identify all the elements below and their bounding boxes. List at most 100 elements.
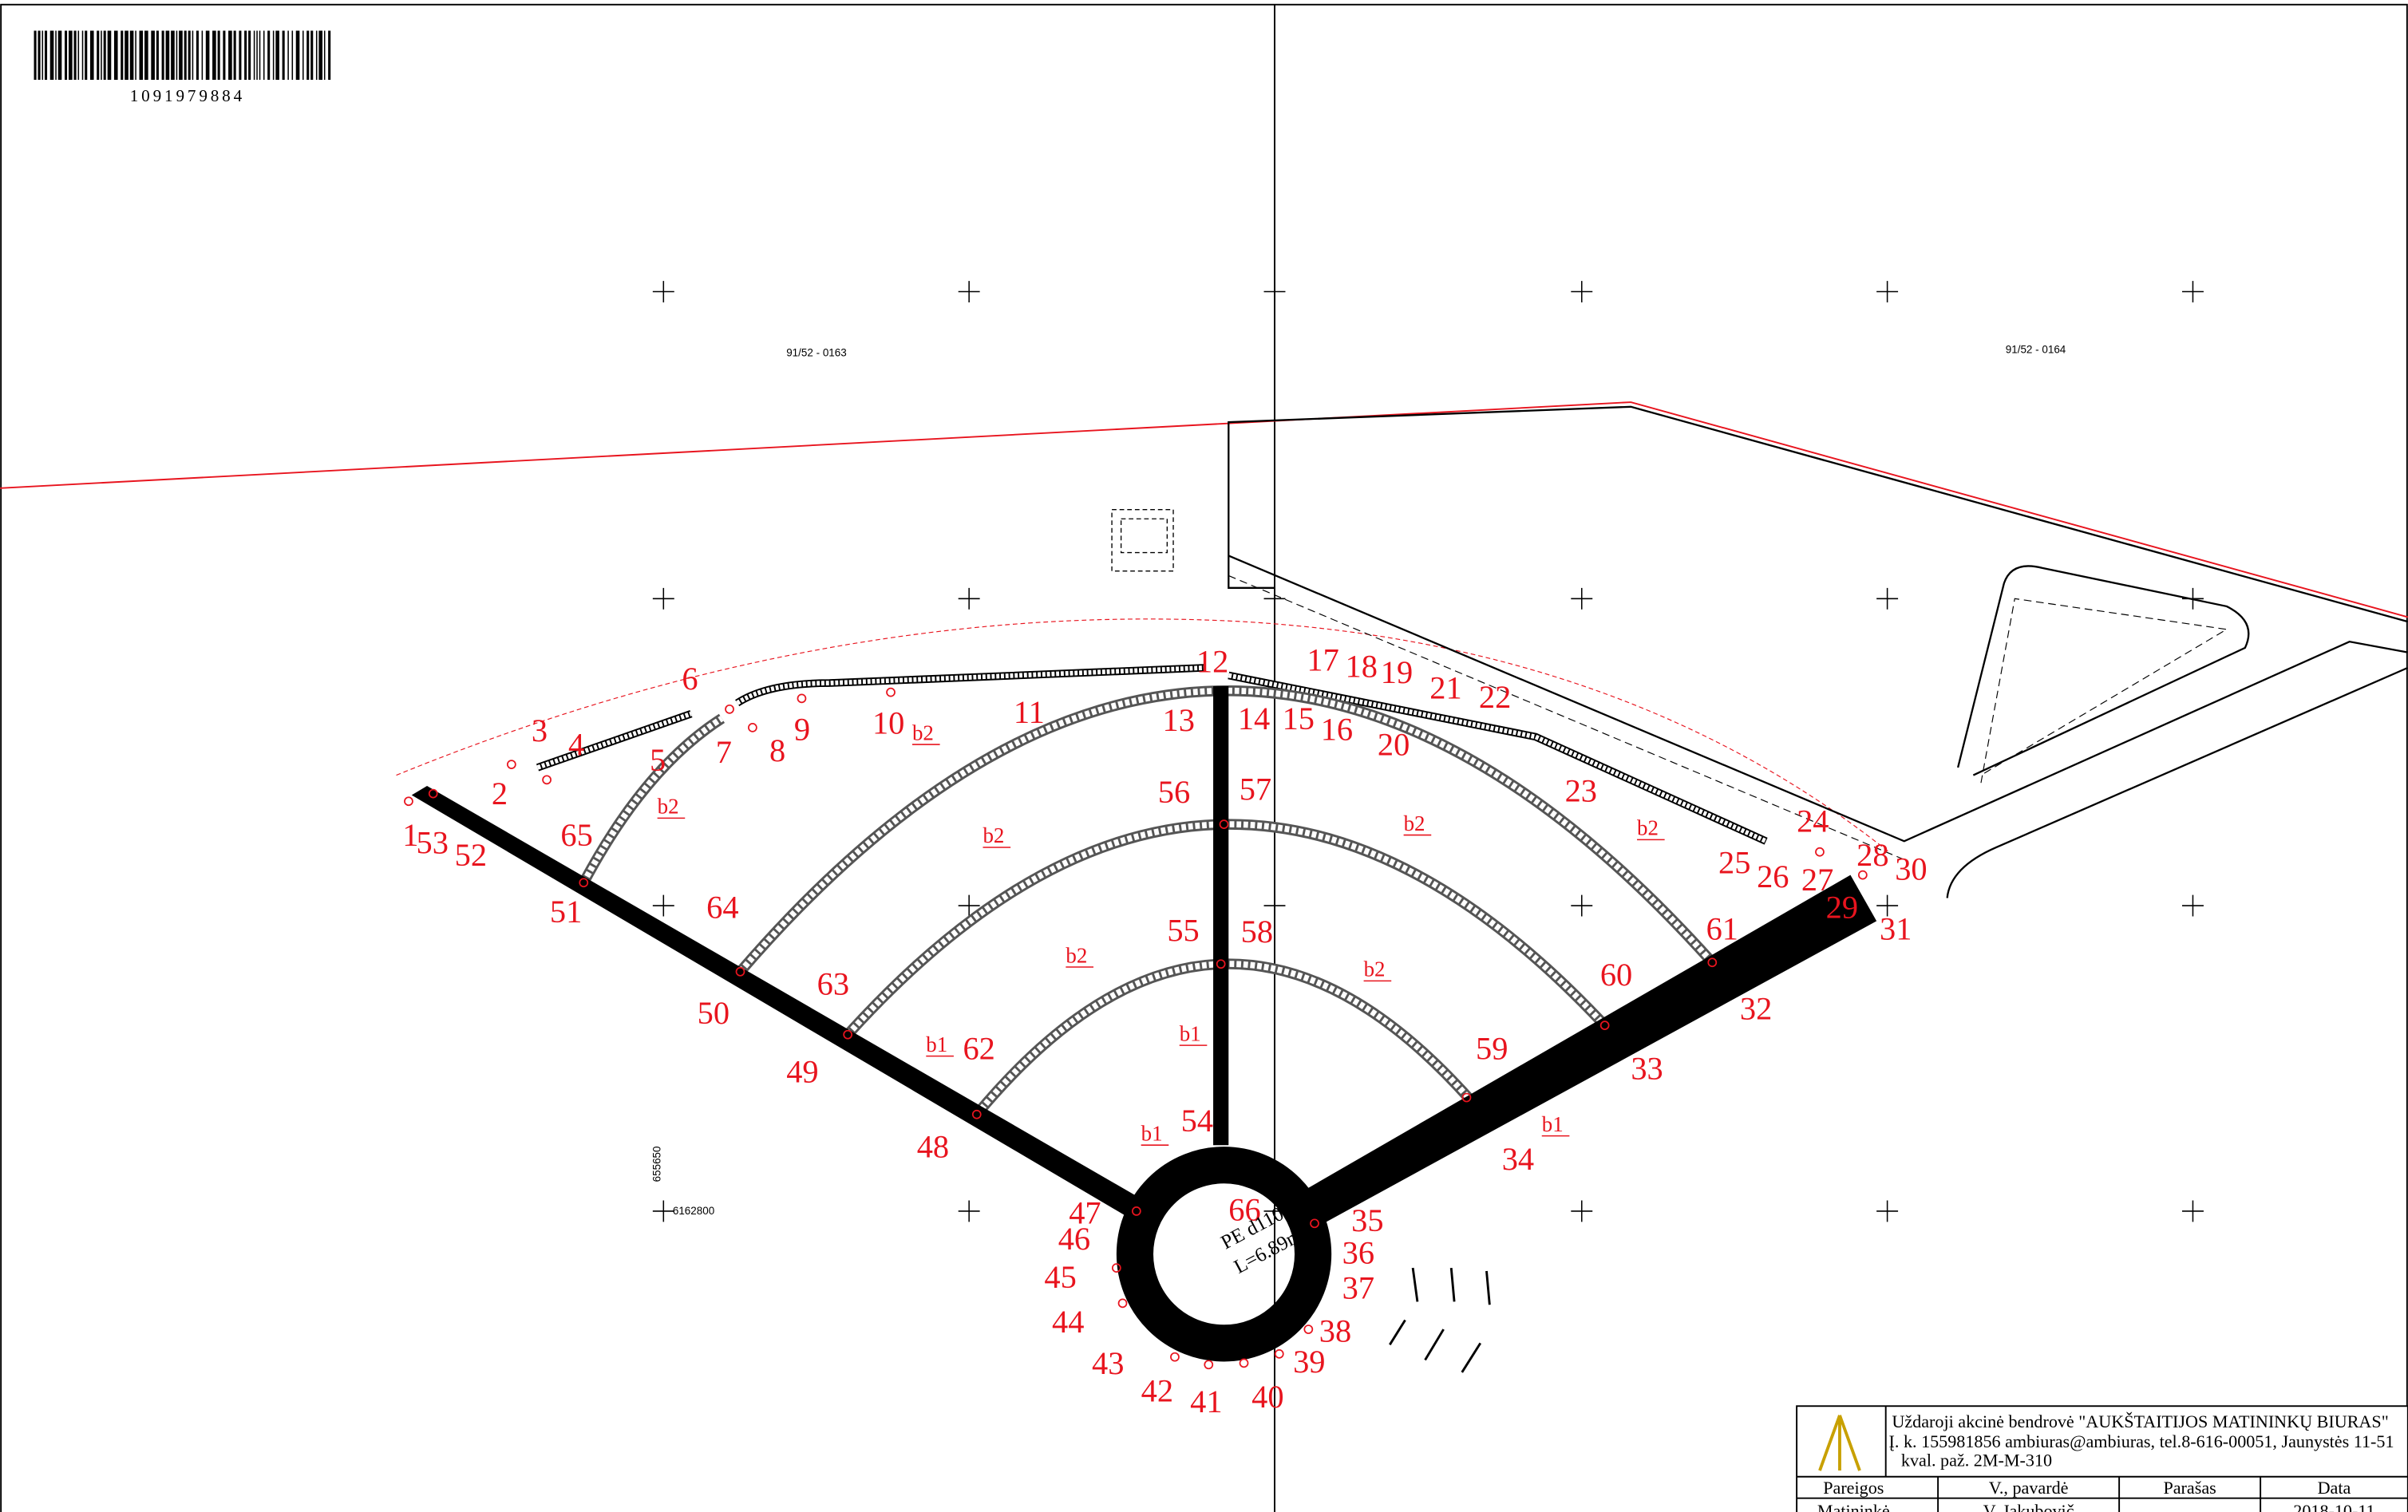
point-label: 63 — [817, 966, 849, 1002]
point-label: 47 — [1069, 1194, 1101, 1230]
point-label: 17 — [1307, 642, 1338, 678]
bar — [263, 30, 265, 80]
grid-cross — [1264, 281, 1286, 302]
grid-cross — [959, 281, 980, 302]
layer-label: b2 — [1404, 811, 1425, 835]
brick-arcs — [583, 691, 1712, 1115]
bar — [55, 30, 57, 80]
bar — [254, 30, 255, 80]
point-label: 54 — [1181, 1103, 1213, 1139]
bar — [259, 30, 261, 80]
path-center — [1213, 686, 1228, 1145]
point-label: 39 — [1293, 1344, 1325, 1380]
point-label: 30 — [1895, 851, 1927, 886]
table-cell: Matininkė — [1817, 1501, 1890, 1512]
bar — [223, 30, 225, 80]
point-label: 49 — [786, 1053, 818, 1089]
road-edge — [1228, 555, 2408, 841]
bar — [78, 30, 80, 80]
point-label: 3 — [532, 713, 548, 748]
parcel-label: 91/52 - 0164 — [2006, 343, 2066, 355]
point-label: 15 — [1283, 701, 1315, 736]
brick-pattern — [583, 691, 1712, 1115]
point-label: 26 — [1757, 859, 1789, 894]
bar — [324, 30, 326, 80]
survey-marker — [749, 724, 757, 732]
bar — [90, 30, 94, 80]
point-label: 24 — [1797, 803, 1829, 839]
bar — [156, 30, 159, 80]
point-label: 18 — [1345, 648, 1377, 684]
bar — [267, 30, 270, 80]
bar — [302, 30, 304, 80]
point-label: 60 — [1600, 957, 1632, 993]
grid-cross — [2182, 281, 2204, 302]
bar — [176, 30, 178, 80]
point-label: 10 — [872, 705, 904, 741]
point-label: 52 — [455, 837, 487, 873]
bar — [283, 30, 285, 80]
survey-marker — [1275, 1350, 1283, 1358]
survey-marker — [797, 694, 805, 702]
point-label: 5 — [650, 742, 666, 778]
bar — [139, 30, 143, 80]
survey-marker — [1304, 1325, 1312, 1333]
bar — [34, 30, 37, 80]
point-label: 28 — [1856, 837, 1888, 873]
grid-cross — [959, 588, 980, 610]
bar — [239, 30, 241, 80]
title-block: Uždaroji akcinė bendrovė "AUKŠTAITIJOS M… — [1797, 1406, 2408, 1512]
barcode-number: 1091979884 — [130, 86, 245, 105]
point-label: 25 — [1718, 845, 1750, 881]
bar — [192, 30, 194, 80]
bar — [65, 30, 67, 80]
bar — [74, 30, 77, 80]
point-label: 62 — [963, 1030, 994, 1066]
company: Uždaroji akcinė bendrovė "AUKŠTAITIJOS M… — [1892, 1411, 2388, 1431]
bar — [162, 30, 164, 80]
bar — [50, 30, 54, 80]
survey-marker — [508, 760, 516, 768]
bar — [144, 30, 148, 80]
bar — [135, 30, 136, 80]
point-label: 7 — [716, 734, 732, 770]
page: {"barcode_number":"1091979884", "parcels… — [0, 0, 2408, 1512]
point-label: 51 — [550, 894, 582, 930]
grid-cross — [1264, 588, 1286, 610]
bar — [287, 30, 289, 80]
layer-label: b2 — [1364, 957, 1386, 981]
survey-marker — [1171, 1353, 1179, 1361]
drawing: 1091979884 91/52 - 0163 91/52 - 0164 123… — [0, 0, 2408, 1512]
point-label: 9 — [794, 711, 810, 747]
contacts: Į. k. 155981856 ambiuras@ambiuras, tel.8… — [1889, 1431, 2394, 1451]
bar — [104, 30, 106, 80]
point-label: 4 — [568, 727, 584, 763]
bar — [292, 30, 294, 80]
bar — [318, 30, 322, 80]
bar — [248, 30, 251, 80]
grid-cross — [2182, 895, 2204, 917]
table-header: Parašas — [2163, 1478, 2216, 1498]
path-left — [412, 786, 1145, 1220]
point-label: 16 — [1321, 711, 1353, 747]
boundary-line — [0, 402, 2408, 617]
bar — [256, 30, 258, 80]
point-label: 21 — [1429, 669, 1461, 705]
grid-cross — [1876, 1200, 1898, 1222]
bar — [202, 30, 204, 80]
bar — [82, 30, 84, 80]
grid-cross — [2182, 1200, 2204, 1222]
grid-cross — [1571, 281, 1592, 302]
bar — [166, 30, 170, 80]
grid-cross — [653, 895, 674, 917]
point-label: 33 — [1631, 1050, 1663, 1086]
point-label: 31 — [1880, 910, 1912, 946]
table-header: V., pavardė — [1989, 1478, 2069, 1498]
layer-label: b1 — [1180, 1021, 1201, 1045]
survey-marker — [726, 705, 733, 713]
point-label: 11 — [1014, 694, 1045, 730]
bar — [45, 30, 47, 80]
point-label: 36 — [1342, 1234, 1374, 1270]
bar — [206, 30, 210, 80]
bar — [121, 30, 123, 80]
